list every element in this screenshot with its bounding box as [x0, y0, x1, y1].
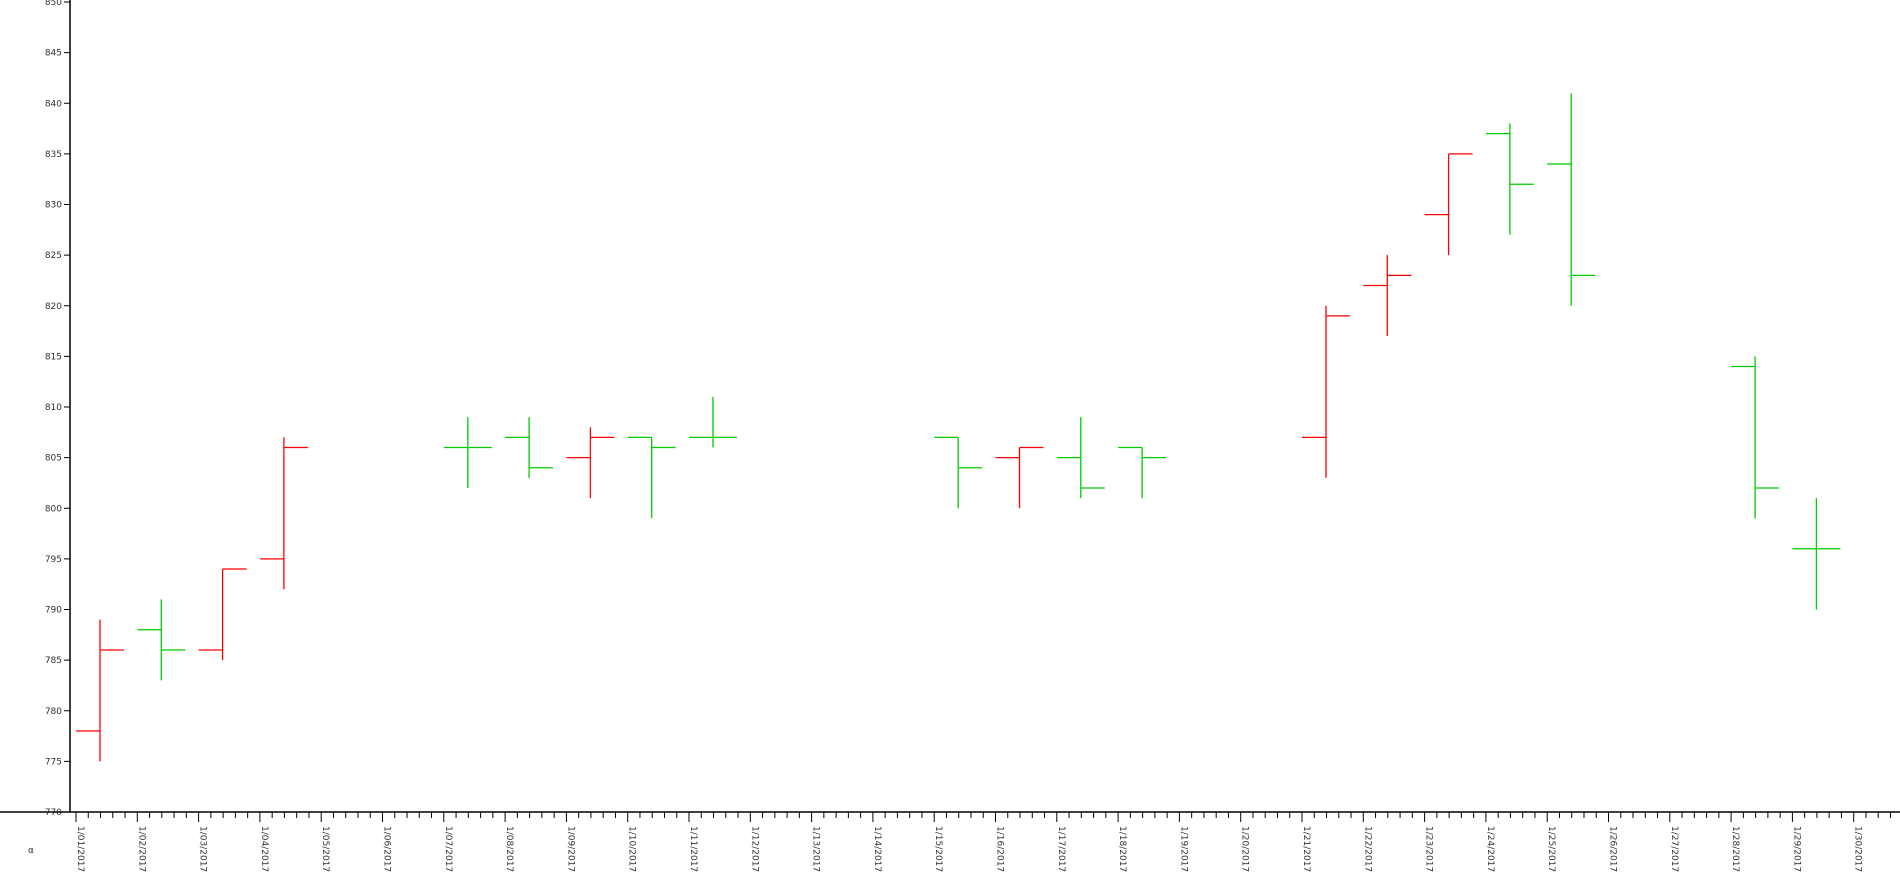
ohlc-bar	[1792, 498, 1841, 610]
x-tick-label: 1/18/2017	[1117, 826, 1127, 872]
y-tick-label: 780	[45, 707, 62, 717]
ohlc-bar	[566, 427, 615, 499]
ohlc-bar	[1302, 305, 1350, 478]
x-tick-label: 1/05/2017	[320, 826, 330, 872]
ohlc-bar	[1118, 446, 1167, 499]
x-tick-label: 1/23/2017	[1424, 826, 1434, 872]
y-tick-label: 850	[45, 0, 62, 8]
x-tick-label: 1/24/2017	[1485, 826, 1495, 872]
x-tick-label: 1/09/2017	[565, 826, 575, 872]
y-tick-label: 800	[45, 504, 62, 514]
ohlc-bar	[198, 568, 247, 661]
x-axis-corner-label: α	[28, 846, 34, 856]
ohlc-bars	[76, 93, 1841, 762]
y-tick-label: 810	[45, 403, 62, 413]
ohlc-bar	[689, 396, 737, 448]
y-tick-label: 840	[45, 99, 62, 109]
x-tick-label: 1/02/2017	[136, 826, 146, 872]
x-tick-label: 1/01/2017	[75, 826, 85, 872]
x-tick-label: 1/15/2017	[933, 826, 943, 872]
x-tick-label: 1/12/2017	[749, 826, 759, 872]
y-tick-label: 805	[45, 454, 62, 464]
x-tick-label: 1/03/2017	[198, 826, 208, 872]
x-tick-label: 1/19/2017	[1178, 826, 1188, 872]
ohlc-bar	[76, 619, 124, 762]
y-tick-label: 825	[45, 251, 62, 261]
x-tick-label: 1/13/2017	[811, 826, 821, 872]
ohlc-bar	[1056, 417, 1105, 499]
y-tick-label: 845	[45, 49, 62, 59]
y-axis: 770 775 780 785 790 795 800 805 810 815 820 825 830 8…	[45, 0, 71, 818]
ohlc-bar	[1363, 255, 1412, 337]
y-tick-label: 795	[45, 555, 62, 565]
x-tick-label: 1/06/2017	[382, 826, 392, 872]
x-tick-label: 1/21/2017	[1301, 826, 1311, 872]
x-tick-label: 1/11/2017	[688, 826, 698, 872]
y-tick-label: 775	[45, 757, 62, 767]
ohlc-bar	[627, 436, 676, 519]
x-tick-label: 1/10/2017	[627, 826, 637, 872]
ohlc-bar	[934, 436, 983, 509]
x-tick-label: 1/27/2017	[1669, 826, 1679, 872]
ohlc-bar	[1731, 356, 1780, 519]
ohlc-bar	[443, 417, 492, 488]
x-tick-label: 1/08/2017	[504, 826, 514, 872]
x-tick-label: 1/07/2017	[443, 826, 453, 872]
x-axis: 1/01/2017 1/02/2017 1/03/2017 1/04/2017 1/05…	[0, 811, 1900, 872]
x-tick-label: 1/22/2017	[1362, 826, 1372, 872]
ohlc-bar	[1424, 153, 1473, 256]
y-tick-label: 790	[45, 606, 62, 616]
x-tick-label: 1/26/2017	[1608, 826, 1618, 872]
ohlc-bar	[259, 437, 308, 590]
x-tick-label: 1/29/2017	[1791, 826, 1801, 872]
ohlc-bar	[505, 417, 554, 478]
ohlc-bar	[1485, 123, 1534, 235]
y-tick-label: 785	[45, 656, 62, 666]
y-tick-label: 820	[45, 302, 62, 312]
x-tick-label: 1/25/2017	[1546, 826, 1556, 872]
x-tick-label: 1/17/2017	[1056, 826, 1066, 872]
x-tick-label: 1/20/2017	[1240, 826, 1250, 872]
y-tick-label: 770	[45, 808, 62, 818]
y-tick-label: 835	[45, 150, 62, 160]
y-tick-label: 815	[45, 352, 62, 362]
ohlc-bar	[137, 599, 186, 681]
x-tick-label: 1/04/2017	[259, 826, 269, 872]
y-tick-label: 830	[45, 201, 62, 211]
x-tick-label: 1/16/2017	[995, 826, 1005, 872]
ohlc-bar	[995, 446, 1044, 509]
x-tick-label: 1/14/2017	[872, 826, 882, 872]
x-tick-label: 1/28/2017	[1730, 826, 1740, 872]
ohlc-bar	[1547, 93, 1596, 306]
x-tick-label: 1/30/2017	[1853, 826, 1863, 872]
